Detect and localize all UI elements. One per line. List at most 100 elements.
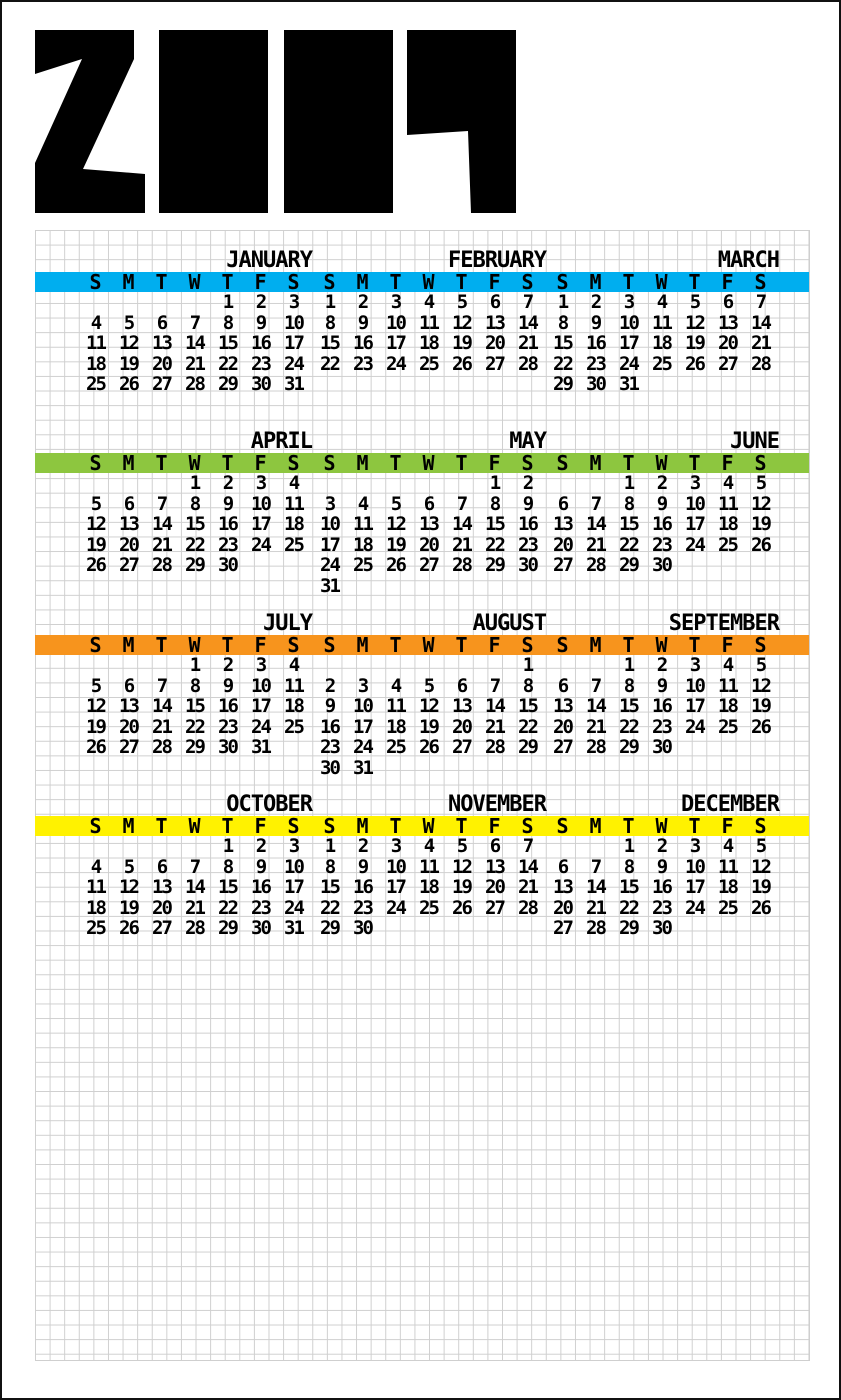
day-number[interactable]: 11	[652, 311, 673, 334]
day-number[interactable]: 7	[156, 674, 168, 697]
day-number[interactable]: 3	[623, 291, 635, 313]
day-number[interactable]: 2	[656, 472, 668, 494]
day-number[interactable]: 2	[324, 674, 336, 697]
day-number[interactable]: 10	[685, 492, 706, 515]
day-number[interactable]: 20	[152, 896, 173, 919]
day-number[interactable]: 27	[152, 917, 173, 939]
day-number[interactable]: 14	[185, 332, 206, 354]
day-number[interactable]: 12	[119, 876, 140, 898]
day-number[interactable]: 18	[419, 876, 440, 898]
day-number[interactable]: 17	[284, 876, 305, 898]
day-number[interactable]: 6	[156, 311, 168, 334]
day-number[interactable]: 9	[656, 855, 668, 878]
day-number[interactable]: 12	[86, 513, 107, 535]
day-number[interactable]: 1	[324, 835, 336, 857]
day-number[interactable]: 13	[485, 855, 506, 878]
day-number[interactable]: 15	[185, 695, 206, 717]
day-number[interactable]: 16	[251, 332, 272, 354]
day-number[interactable]: 26	[119, 917, 140, 939]
day-number[interactable]: 28	[152, 554, 173, 576]
day-number[interactable]: 3	[357, 674, 369, 697]
day-number[interactable]: 5	[456, 835, 468, 857]
day-number[interactable]: 28	[185, 917, 206, 939]
day-number[interactable]: 7	[189, 855, 201, 878]
day-number[interactable]: 20	[119, 715, 140, 738]
day-number[interactable]: 24	[386, 896, 407, 919]
day-number[interactable]: 13	[419, 513, 440, 535]
day-number[interactable]: 16	[652, 876, 673, 898]
day-number[interactable]: 17	[320, 533, 341, 556]
day-number[interactable]: 1	[189, 654, 201, 676]
day-number[interactable]: 23	[320, 736, 341, 758]
day-number[interactable]: 28	[751, 352, 772, 375]
day-number[interactable]: 10	[685, 855, 706, 878]
day-number[interactable]: 15	[553, 332, 574, 354]
day-number[interactable]: 6	[123, 492, 135, 515]
day-number[interactable]: 11	[419, 311, 440, 334]
day-number[interactable]: 8	[557, 311, 569, 334]
day-number[interactable]: 29	[553, 373, 574, 395]
day-number[interactable]: 29	[320, 917, 341, 939]
day-number[interactable]: 14	[586, 876, 607, 898]
day-number[interactable]: 13	[485, 311, 506, 334]
day-number[interactable]: 21	[586, 896, 607, 919]
day-number[interactable]: 7	[590, 674, 602, 697]
day-number[interactable]: 24	[619, 352, 640, 375]
day-number[interactable]: 19	[119, 896, 140, 919]
day-number[interactable]: 9	[590, 311, 602, 334]
day-number[interactable]: 4	[722, 472, 734, 494]
day-number[interactable]: 23	[251, 352, 272, 375]
day-number[interactable]: 23	[353, 352, 374, 375]
day-number[interactable]: 13	[553, 695, 574, 717]
day-number[interactable]: 4	[423, 291, 435, 313]
day-number[interactable]: 4	[722, 654, 734, 676]
day-number[interactable]: 19	[419, 715, 440, 738]
day-number[interactable]: 20	[485, 876, 506, 898]
day-number[interactable]: 11	[718, 674, 739, 697]
day-number[interactable]: 10	[386, 855, 407, 878]
day-number[interactable]: 24	[284, 896, 305, 919]
day-number[interactable]: 13	[718, 311, 739, 334]
day-number[interactable]: 9	[222, 492, 234, 515]
day-number[interactable]: 17	[386, 332, 407, 354]
day-number[interactable]: 10	[251, 674, 272, 697]
day-number[interactable]: 16	[251, 876, 272, 898]
day-number[interactable]: 5	[456, 291, 468, 313]
day-number[interactable]: 22	[485, 533, 506, 556]
day-number[interactable]: 1	[222, 291, 234, 313]
day-number[interactable]: 5	[755, 835, 767, 857]
day-number[interactable]: 19	[86, 715, 107, 738]
day-number[interactable]: 7	[189, 311, 201, 334]
day-number[interactable]: 17	[685, 876, 706, 898]
day-number[interactable]: 21	[185, 352, 206, 375]
day-number[interactable]: 17	[685, 513, 706, 535]
day-number[interactable]: 4	[90, 311, 102, 334]
day-number[interactable]: 25	[86, 917, 107, 939]
day-number[interactable]: 6	[722, 291, 734, 313]
day-number[interactable]: 12	[751, 492, 772, 515]
day-number[interactable]: 9	[522, 492, 534, 515]
day-number[interactable]: 6	[156, 855, 168, 878]
day-number[interactable]: 22	[518, 715, 539, 738]
day-number[interactable]: 29	[185, 736, 206, 758]
day-number[interactable]: 7	[522, 835, 534, 857]
day-number[interactable]: 5	[123, 855, 135, 878]
day-number[interactable]: 30	[586, 373, 607, 395]
day-number[interactable]: 2	[656, 654, 668, 676]
day-number[interactable]: 30	[652, 917, 673, 939]
day-number[interactable]: 22	[320, 352, 341, 375]
day-number[interactable]: 21	[152, 533, 173, 556]
day-number[interactable]: 28	[586, 736, 607, 758]
day-number[interactable]: 5	[390, 492, 402, 515]
day-number[interactable]: 5	[90, 674, 102, 697]
day-number[interactable]: 27	[419, 554, 440, 576]
day-number[interactable]: 2	[255, 291, 267, 313]
day-number[interactable]: 24	[284, 352, 305, 375]
day-number[interactable]: 22	[320, 896, 341, 919]
day-number[interactable]: 16	[652, 513, 673, 535]
day-number[interactable]: 26	[86, 554, 107, 576]
day-number[interactable]: 7	[590, 855, 602, 878]
day-number[interactable]: 19	[452, 876, 473, 898]
day-number[interactable]: 10	[284, 311, 305, 334]
day-number[interactable]: 25	[718, 715, 739, 738]
